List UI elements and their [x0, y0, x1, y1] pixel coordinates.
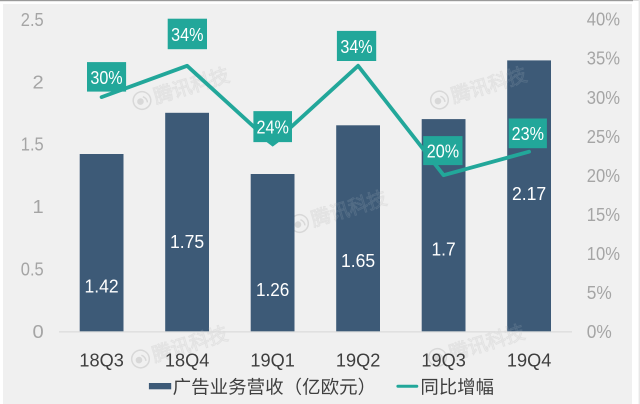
- svg-text:30%: 30%: [90, 68, 122, 88]
- svg-text:1.65: 1.65: [341, 250, 375, 271]
- svg-text:19Q2: 19Q2: [336, 349, 380, 370]
- svg-text:18Q3: 18Q3: [79, 349, 123, 370]
- svg-text:19Q1: 19Q1: [250, 349, 294, 370]
- svg-text:15%: 15%: [587, 205, 620, 225]
- svg-text:1: 1: [33, 197, 44, 217]
- svg-text:1.7: 1.7: [432, 238, 456, 259]
- svg-text:20%: 20%: [587, 166, 620, 186]
- svg-text:10%: 10%: [587, 244, 620, 264]
- svg-text:1.42: 1.42: [85, 275, 119, 296]
- svg-text:34%: 34%: [171, 25, 203, 45]
- svg-text:19Q4: 19Q4: [507, 349, 551, 370]
- svg-text:1.26: 1.26: [256, 279, 289, 300]
- svg-text:5%: 5%: [587, 283, 612, 303]
- svg-text:40%: 40%: [587, 10, 620, 30]
- svg-text:24%: 24%: [257, 118, 289, 138]
- svg-text:25%: 25%: [587, 127, 620, 147]
- svg-text:2.17: 2.17: [512, 183, 546, 204]
- svg-text:0: 0: [33, 322, 44, 342]
- svg-text:1.75: 1.75: [170, 231, 204, 252]
- svg-text:0%: 0%: [587, 322, 612, 342]
- svg-text:19Q3: 19Q3: [421, 349, 465, 370]
- svg-text:30%: 30%: [587, 88, 620, 108]
- svg-text:2: 2: [33, 72, 44, 92]
- svg-text:34%: 34%: [340, 37, 372, 57]
- svg-text:18Q4: 18Q4: [165, 349, 209, 370]
- svg-text:35%: 35%: [587, 49, 620, 69]
- svg-text:0.5: 0.5: [21, 260, 44, 280]
- svg-text:1.5: 1.5: [21, 135, 44, 155]
- svg-text:20%: 20%: [427, 142, 459, 162]
- svg-text:23%: 23%: [512, 124, 544, 144]
- svg-text:2.5: 2.5: [21, 10, 44, 30]
